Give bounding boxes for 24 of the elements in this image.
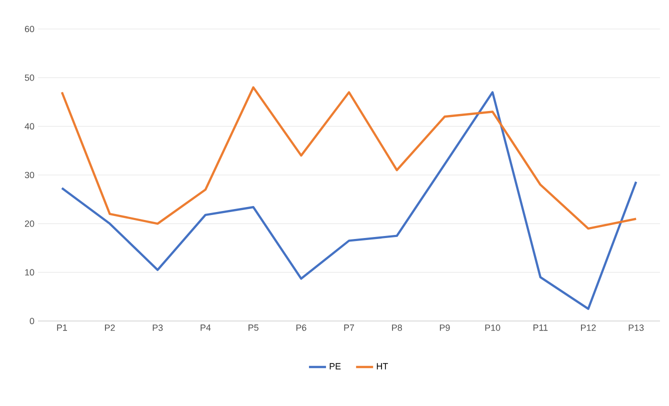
line-series [60,86,638,230]
y-tick-label: 40 [24,123,34,130]
y-tick-label: 30 [24,172,34,178]
x-tick-label: P13 [628,324,644,331]
x-tick-label: P12 [581,324,596,331]
x-tick-label: P6 [296,324,306,331]
x-tick-label: P2 [105,324,115,331]
line-series [60,91,638,310]
x-tick-label: P4 [200,324,211,331]
y-tick-label: 50 [24,74,34,81]
y-tick-label: 20 [24,220,34,227]
x-tick-label: P7 [344,324,354,331]
x-tick-label: P10 [485,324,500,331]
y-tick-label: 60 [24,26,34,32]
x-tick-label: P3 [152,324,163,331]
legend-label: PE [330,363,341,370]
y-tick-label: 0 [30,318,34,324]
y-tick-label: 10 [25,269,34,276]
x-tick-label: P5 [248,324,258,331]
x-tick-label: P8 [392,324,402,331]
x-tick-label: P11 [533,324,548,331]
x-tick-label: P1 [57,324,67,331]
legend-label: HT [376,363,388,370]
x-tick-label: P9 [440,324,450,331]
